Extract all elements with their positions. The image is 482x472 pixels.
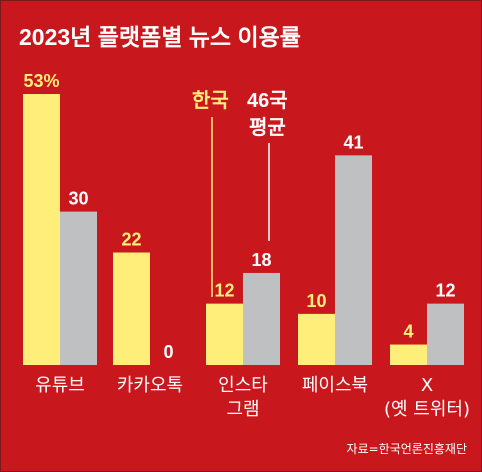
category-label-1-0: 카카오톡 <box>117 375 183 396</box>
value-label-korea-4: 4 <box>403 322 413 342</box>
bar-korea-4 <box>390 344 427 365</box>
value-label-average-2: 18 <box>251 250 271 270</box>
legend-average-line2: 평균 <box>249 116 286 139</box>
category-label-2-1: 그램 <box>226 399 259 420</box>
chart-title: 2023년 플랫폼별 뉴스 이용률 <box>19 24 301 50</box>
value-label-average-3: 41 <box>343 132 363 152</box>
category-label-3-0: 페이스북 <box>302 375 368 396</box>
value-label-average-4: 12 <box>435 281 455 301</box>
value-label-korea-1: 22 <box>121 230 141 250</box>
bar-average-3 <box>335 155 372 365</box>
bar-average-4 <box>427 303 464 365</box>
value-label-korea-2: 12 <box>214 281 234 301</box>
value-label-korea-3: 10 <box>306 291 326 311</box>
bar-korea-2 <box>206 303 243 365</box>
bar-korea-3 <box>298 313 335 365</box>
bar-korea-1 <box>113 252 150 365</box>
value-label-average-0: 30 <box>68 189 88 209</box>
value-label-average-1: 0 <box>163 342 173 362</box>
bar-average-0 <box>60 211 97 365</box>
bar-korea-0 <box>23 94 60 365</box>
category-label-0-0: 유튜브 <box>35 375 85 396</box>
category-label-2-0: 인스타 <box>218 375 268 396</box>
value-label-korea-0: 53% <box>23 71 59 91</box>
source-note: 자료=한국언론진흥재단 <box>347 442 467 456</box>
category-label-4-0: X <box>421 375 433 396</box>
bar-average-2 <box>243 272 280 365</box>
bars-group: 53% 30 22 0 12 18 10 41 4 12 <box>23 71 464 365</box>
category-label-4-1: (옛 트위터) <box>384 399 470 420</box>
legend-korea: 한국 <box>192 89 229 112</box>
legend-average-line1: 46국 <box>247 90 288 112</box>
